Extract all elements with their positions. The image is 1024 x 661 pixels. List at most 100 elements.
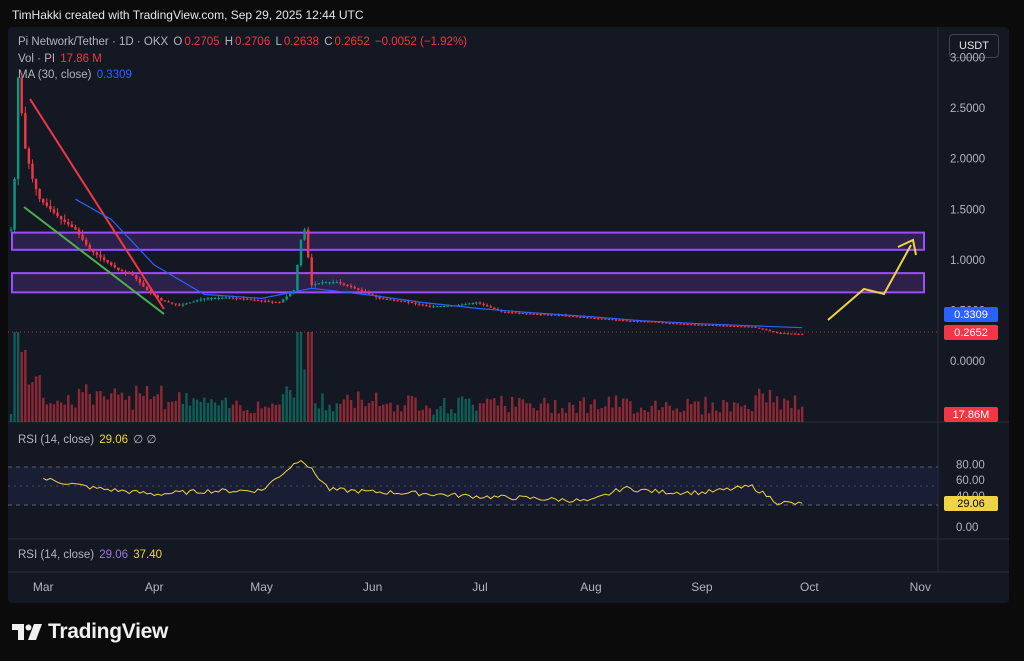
candle-body [131, 273, 134, 276]
candle-body [392, 299, 396, 301]
volume-bar [686, 398, 689, 422]
volume-bar [192, 398, 195, 422]
candle-body [271, 301, 274, 303]
candle-body [403, 301, 406, 303]
volume-bar [324, 410, 328, 422]
candle-body [303, 229, 306, 240]
tradingview-logo[interactable]: TradingView [12, 620, 168, 644]
candle-body [110, 262, 113, 266]
candle-body [285, 296, 288, 300]
currency-button[interactable]: USDT [949, 34, 999, 58]
candle-body [367, 292, 371, 295]
time-tick-label: Apr [145, 580, 164, 594]
volume-bar [604, 406, 607, 422]
volume-bar [432, 414, 435, 422]
volume-bar [596, 409, 600, 422]
candle-body [765, 329, 768, 331]
time-tick-label: Mar [33, 580, 54, 594]
candle-body [471, 302, 475, 304]
volume-bar [353, 407, 356, 422]
volume-bar [539, 403, 543, 422]
candle-body [310, 257, 313, 286]
volume-bar [328, 404, 331, 422]
volume-bar [332, 411, 335, 422]
volume-bar [514, 406, 517, 422]
volume-bar [457, 397, 460, 422]
volume-bar [682, 410, 686, 422]
candle-body [127, 272, 131, 274]
rsi-line [42, 459, 803, 505]
volume-bar [299, 332, 303, 422]
candle-body [768, 330, 772, 332]
candle-body [20, 77, 23, 114]
volume-bar [188, 405, 192, 422]
candle-body [238, 298, 242, 300]
ohlc-c-label: C [324, 36, 333, 48]
candle-body [59, 216, 63, 220]
candle-body [185, 303, 188, 305]
candle-body [267, 301, 270, 303]
candle-body [92, 249, 95, 253]
volume-bar [564, 413, 568, 422]
volume-bar [45, 404, 48, 422]
volume-bar [511, 396, 514, 422]
ma-value: 0.3309 [96, 69, 132, 81]
candle-body [67, 221, 70, 225]
candle-body [9, 229, 13, 231]
volume-bar [364, 406, 367, 422]
candle-body [278, 302, 281, 304]
candle-body [49, 205, 52, 210]
volume-bar [253, 412, 256, 422]
candle-body [672, 323, 675, 325]
candle-body [117, 267, 120, 271]
volume-bar [758, 388, 761, 422]
volume-bar [303, 369, 306, 422]
volume-bar [668, 405, 671, 422]
volume-legend: Vol · PI 17.86 M [18, 53, 104, 65]
arrow-head-icon [897, 238, 917, 256]
candle-body [181, 304, 185, 306]
candle-body [779, 332, 782, 334]
candle-body [571, 316, 575, 318]
volume-bar [704, 396, 707, 422]
volume-bar [786, 400, 790, 422]
volume-bar [181, 403, 185, 422]
volume-bar [238, 405, 242, 422]
zone-upper[interactable] [11, 231, 925, 251]
candle-body [31, 163, 34, 179]
volume-bar [747, 409, 750, 422]
candle-body [56, 212, 59, 217]
candle-body [500, 310, 503, 312]
ohlc-l-value: 0.2638 [283, 36, 320, 48]
zone-lower[interactable] [11, 272, 925, 294]
projection-arrow[interactable] [827, 244, 912, 321]
candle-body [518, 312, 521, 314]
volume-bar [403, 405, 406, 422]
volume-bar [267, 407, 270, 422]
candle-body [170, 302, 174, 304]
volume-bar [489, 399, 492, 422]
candle-body [263, 300, 267, 302]
ohlc-h-value: 0.2706 [235, 36, 271, 48]
volume-bar [210, 399, 213, 422]
candle-body [450, 305, 453, 307]
volume-bar [56, 400, 59, 422]
candle-body [317, 283, 321, 285]
candle-body [693, 324, 696, 326]
volume-bar [593, 399, 596, 422]
candle-body [793, 333, 797, 335]
chart-panel[interactable]: Pi Network/Tether · 1D · OKX O 0.2705 H 0.… [8, 27, 1009, 603]
volume-bar [42, 397, 45, 422]
triangle-green-line[interactable] [23, 206, 165, 315]
candle-body [385, 298, 389, 300]
volume-bar [88, 393, 91, 422]
volume-bar [374, 392, 378, 422]
volume-bar [246, 409, 249, 422]
candle-body [514, 312, 517, 314]
triangle-red-line[interactable] [29, 98, 165, 310]
candle-body [725, 325, 729, 327]
volume-bar [170, 401, 174, 422]
volume-bar [206, 402, 210, 422]
candle-body [364, 291, 367, 293]
